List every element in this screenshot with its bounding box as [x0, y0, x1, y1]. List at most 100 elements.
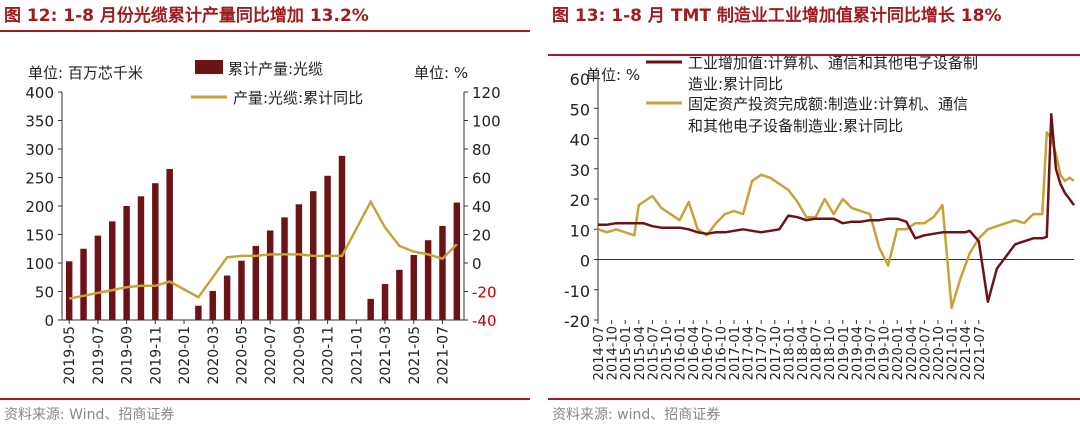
source-divider	[548, 398, 1080, 400]
right-unit-label: 单位: %	[414, 64, 468, 82]
bar-cumulative-output	[152, 183, 159, 320]
bar-cumulative-output	[109, 221, 116, 320]
y-tick-label: 30	[570, 161, 590, 180]
line-chart: 60 50 40 30 20 10 0 -10 -202014-072014-102015-01…	[564, 56, 1076, 380]
title-divider	[0, 30, 530, 32]
left-unit-label: 单位: 百万芯千米	[28, 64, 143, 82]
legend-label-2a: 固定资产投资完成额:制造业:计算机、通信	[688, 95, 968, 113]
legend-label-line: 产量:光缆:累计同比	[233, 89, 363, 107]
x-tick-label: 2021-04	[959, 326, 974, 380]
y-tick-label: 60	[570, 70, 590, 89]
bar-cumulative-output	[295, 204, 303, 320]
x-tick-label: 2021-07	[435, 326, 451, 385]
bar-cumulative-output	[410, 255, 417, 320]
line-fixed-asset-investment	[597, 131, 1075, 310]
bar-cumulative-output	[238, 260, 245, 320]
bar-cumulative-output	[94, 235, 102, 320]
x-tick-label: 2020-05	[234, 326, 250, 385]
right-tick-label: 40	[472, 198, 491, 216]
x-tick-label: 2018-01	[782, 326, 797, 380]
x-tick-label: 2018-04	[796, 326, 811, 380]
y-tick-label: 10	[570, 221, 590, 240]
x-tick-label: 2017-07	[755, 326, 770, 380]
x-tick-label: 2017-04	[742, 326, 757, 380]
unit-label: 单位: %	[586, 66, 640, 84]
x-tick-label: 2019-09	[120, 326, 136, 385]
right-tick-label: -40	[472, 312, 497, 330]
bar-cumulative-output	[266, 230, 274, 320]
legend-swatch-bar	[195, 60, 223, 74]
left-tick-label: 100	[25, 255, 54, 273]
x-tick-label: 2015-07	[646, 326, 661, 380]
chart-panel-right: 图 13: 1-8 月 TMT 制造业工业增加值累计同比增长 18% 60 50 4…	[548, 0, 1080, 428]
x-tick-label: 2014-07	[592, 326, 607, 380]
source-divider	[0, 398, 530, 400]
x-tick-label: 2019-01	[837, 326, 852, 380]
bar-cumulative-output	[396, 269, 403, 320]
x-tick-label: 2020-01	[177, 326, 193, 385]
bar-cumulative-output	[324, 175, 331, 320]
right-tick-label: 60	[472, 170, 491, 188]
y-tick-label: -20	[564, 312, 590, 331]
right-tick-label: 20	[472, 227, 491, 245]
right-tick-label: 100	[472, 113, 501, 131]
bar-cumulative-output	[439, 225, 446, 320]
legend-label-bar: 累计产量:光缆	[228, 60, 323, 78]
source-note: 资料来源: wind、招商证券	[552, 407, 721, 423]
bar-cumulative-output	[381, 284, 389, 320]
bar-cumulative-output	[453, 202, 461, 320]
left-tick-label: 350	[25, 113, 54, 131]
right-tick-label: 0	[472, 255, 482, 273]
y-tick-label: 20	[570, 191, 590, 210]
bar-cumulative-output	[80, 248, 87, 320]
bar-cumulative-output	[195, 305, 202, 320]
left-tick-label: 50	[35, 284, 54, 302]
chart-panel-left: 图 12: 1-8 月份光缆累计产量同比增加 13.2% 单位: 百万芯千米 单位…	[0, 0, 530, 428]
x-tick-label: 2015-04	[633, 326, 648, 380]
x-tick-label: 2020-04	[905, 326, 920, 380]
chart-title: 图 13: 1-8 月 TMT 制造业工业增加值累计同比增长 18%	[552, 6, 1002, 26]
x-tick-label: 2021-01	[349, 326, 365, 385]
y-tick-label: 0	[580, 252, 590, 271]
x-tick-label: 2020-07	[918, 326, 933, 380]
y-tick-label: 50	[570, 100, 590, 119]
x-tick-label: 2019-07	[91, 326, 107, 385]
left-tick-label: 400	[25, 84, 54, 102]
line-industrial-value-added	[598, 113, 1076, 304]
legend-label-1a: 工业增加值:计算机、通信和其他电子设备制	[688, 56, 978, 72]
title-divider	[548, 54, 1080, 56]
bar-cumulative-output	[252, 245, 260, 320]
y-tick-label: -10	[564, 282, 590, 301]
legend-label-2b: 和其他电子设备制造业:累计同比	[688, 117, 903, 135]
x-tick-label: 2016-07	[701, 326, 716, 380]
line-yoy-growth	[68, 199, 458, 300]
x-tick-label: 2020-10	[932, 326, 947, 380]
left-tick-label: 0	[44, 312, 54, 330]
x-tick-label: 2018-07	[810, 326, 825, 380]
left-tick-label: 300	[25, 141, 54, 159]
bar-cumulative-output	[367, 298, 374, 320]
x-tick-label: 2015-10	[660, 326, 675, 380]
right-tick-label: -20	[472, 284, 497, 302]
x-tick-label: 2018-10	[823, 326, 838, 380]
legend-label-1b: 造业:累计同比	[688, 75, 783, 93]
x-tick-label: 2019-04	[850, 326, 865, 380]
x-tick-label: 2020-01	[891, 326, 906, 380]
x-tick-label: 2019-07	[864, 326, 879, 380]
bar-line-chart: 单位: 百万芯千米 单位: %40035030025020015010050012…	[25, 60, 501, 385]
x-tick-label: 2020-03	[206, 326, 222, 385]
x-tick-label: 2016-10	[714, 326, 729, 380]
bar-cumulative-output	[338, 155, 346, 320]
bar-cumulative-output	[166, 168, 173, 320]
chart-title: 图 12: 1-8 月份光缆累计产量同比增加 13.2%	[4, 6, 369, 26]
x-tick-label: 2017-10	[769, 326, 784, 380]
bar-cumulative-output	[424, 240, 432, 320]
source-note: 资料来源: Wind、招商证券	[4, 407, 175, 423]
bar-cumulative-output	[65, 261, 73, 320]
x-tick-label: 2020-07	[263, 326, 279, 385]
bar-cumulative-output	[137, 196, 145, 320]
left-tick-label: 200	[25, 198, 54, 216]
right-tick-label: 80	[472, 141, 491, 159]
x-tick-label: 2021-07	[973, 326, 988, 380]
x-tick-label: 2020-11	[321, 326, 337, 385]
